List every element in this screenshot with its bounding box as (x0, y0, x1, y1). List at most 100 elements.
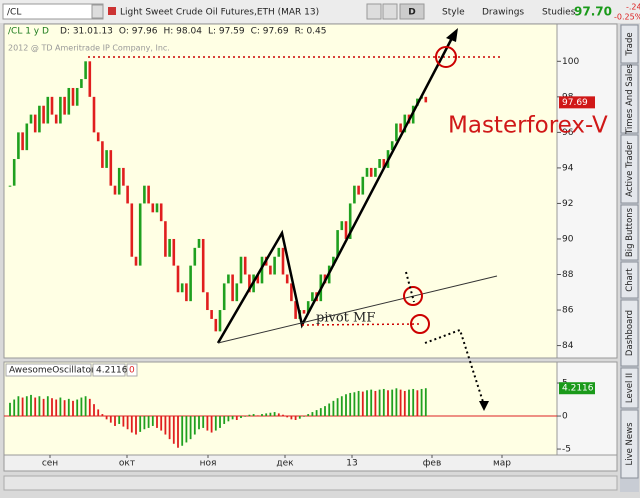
oscillator-bar (248, 414, 251, 417)
y-tick-label: 92 (562, 199, 573, 209)
oscillator-bar (269, 412, 272, 417)
oscillator-bar (34, 397, 37, 417)
oscillator-bar (332, 400, 335, 417)
study-box (92, 363, 126, 377)
oscillator-bar (93, 404, 95, 417)
candle (218, 310, 222, 332)
sidebar-tab[interactable] (620, 261, 639, 299)
candle (143, 185, 146, 204)
sidebar-tab[interactable] (620, 299, 639, 367)
candle (336, 230, 339, 257)
oscillator-bar (84, 396, 87, 417)
oscillator-bar (391, 389, 394, 417)
tool-icon[interactable] (382, 3, 398, 20)
oscillator-bar (399, 389, 402, 417)
candle (193, 247, 197, 266)
oscillator-bar (97, 409, 100, 417)
oscillator-bar (235, 416, 238, 420)
candle (269, 265, 272, 275)
oscillator-bar (202, 416, 205, 428)
candle (71, 87, 75, 106)
oscillator-bar (382, 388, 385, 417)
price-axis (556, 23, 618, 359)
sidebar-tab[interactable] (620, 204, 639, 261)
candle (75, 87, 79, 106)
y-tick-label: 86 (562, 306, 574, 316)
x-tick-label: мар (493, 459, 511, 469)
oscillator-bar (164, 416, 167, 435)
study-box (5, 363, 92, 377)
oscillator-bar (240, 416, 242, 419)
oscillator-bar (424, 388, 427, 417)
oscillator-bar (168, 416, 171, 440)
study-value: 4.2116 (96, 366, 128, 376)
candle (201, 238, 205, 293)
candle (63, 96, 66, 115)
sidebar-tab[interactable] (620, 409, 639, 479)
period-button[interactable] (399, 3, 425, 20)
scrollbar[interactable] (3, 475, 618, 491)
candle (365, 167, 369, 177)
last-price: 97.70 (574, 5, 612, 19)
x-tick-label: окт (119, 459, 135, 469)
oscillator-bar (311, 412, 314, 417)
candle (159, 203, 163, 222)
oscillator-bar (244, 416, 247, 417)
style-button[interactable]: Style (442, 8, 465, 18)
x-tick-label: 13 (346, 459, 357, 469)
candle (130, 203, 134, 257)
oscillator-bar (25, 396, 28, 417)
candle (33, 114, 37, 133)
candle (210, 310, 213, 319)
oscillator-bar (135, 416, 137, 435)
x-tick-label: сен (42, 459, 58, 469)
candle (151, 203, 155, 213)
tool-icon[interactable] (366, 3, 382, 20)
candle (42, 105, 45, 124)
support-line (217, 275, 498, 344)
price-label-box (559, 96, 595, 109)
candle (197, 238, 201, 248)
candle (239, 256, 243, 284)
candle (88, 61, 92, 97)
symbol: /CL (7, 8, 21, 18)
candle (17, 132, 20, 160)
sidebar-tabs: Trade Times And Sales Active Trader Big But… (620, 24, 639, 479)
annotation: Masterforex-V (448, 113, 608, 139)
candle (21, 132, 24, 151)
sidebar-tab[interactable] (620, 367, 639, 409)
oscillator-bar (51, 398, 53, 417)
studies-button[interactable]: Studies (542, 8, 576, 18)
candle (235, 283, 239, 302)
oscillator-bar (319, 408, 322, 417)
oscillator-bar (177, 416, 179, 448)
candle (302, 310, 306, 314)
x-tick-label: дек (276, 459, 294, 469)
candle (340, 221, 344, 231)
price-label: 4.2116 (562, 384, 594, 394)
sidebar-label: Live News (625, 422, 635, 466)
candle (206, 292, 209, 311)
candle (369, 167, 373, 177)
sidebar-tab[interactable] (620, 64, 639, 134)
candle (101, 141, 104, 168)
candle (134, 256, 138, 266)
x-tick-label: фев (423, 459, 442, 469)
candle (46, 96, 50, 124)
trend-line (216, 37, 454, 344)
candle (399, 123, 402, 133)
sidebar-tab[interactable] (620, 134, 639, 204)
oscillator-bar (219, 416, 221, 428)
dropdown[interactable] (91, 4, 104, 19)
oscillator-bar (420, 388, 423, 417)
sidebar-tab[interactable] (620, 24, 639, 64)
study-param: 0 (129, 366, 135, 376)
flag-icon (108, 7, 116, 15)
oscillator-bar (206, 416, 209, 431)
drawings-button[interactable]: Drawings (482, 8, 524, 18)
oscillator-bar (88, 398, 91, 417)
oscillator-bar (21, 397, 24, 417)
price-label-box (559, 382, 595, 395)
oscillator-bar (63, 400, 66, 417)
candle (260, 256, 264, 284)
